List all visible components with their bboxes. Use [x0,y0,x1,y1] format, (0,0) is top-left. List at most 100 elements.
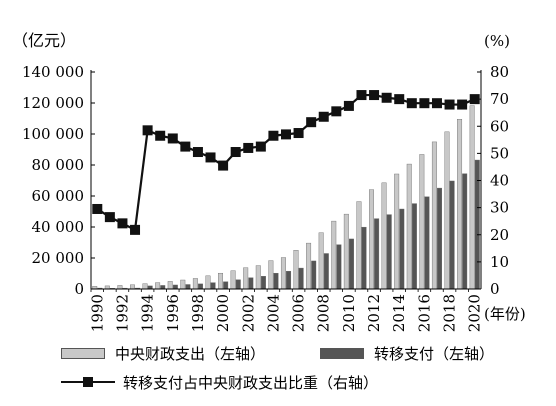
bar-transfer-payment-2004 [273,272,279,290]
point-transfer-share-2015 [406,98,417,109]
bar-transfer-payment-1998 [198,283,203,290]
bar-transfer-payment-2010 [349,238,354,290]
x-tick-label: 2002 [239,294,257,332]
bar-central-expenditure-2013 [381,182,387,290]
bar-central-expenditure-2015 [406,163,412,290]
bar-transfer-payment-2015 [411,203,417,290]
point-transfer-share-2020 [469,94,480,105]
bar-transfer-payment-2009 [336,244,342,290]
bar-central-expenditure-2001 [230,270,236,290]
right-tick-label: 60 [490,117,509,135]
bar-central-expenditure-2006 [293,250,299,290]
bar-central-expenditure-2012 [369,189,374,290]
bar-transfer-payment-2014 [399,208,405,290]
x-tick-label: 2008 [315,294,333,332]
right-tick-label: 30 [490,199,509,217]
left-tick-label: 0 [74,280,84,298]
bar-transfer-payment-2003 [260,276,266,290]
bar-central-expenditure-2008 [318,232,324,290]
right-tick-label: 10 [490,253,509,271]
point-transfer-share-2006 [293,128,304,139]
x-tick-label: 1994 [139,294,157,332]
bar-transfer-payment-1999 [210,282,216,290]
point-transfer-share-2013 [381,92,392,103]
left-axis-unit: （亿元） [12,31,76,50]
left-tick-label: 80 000 [32,156,85,174]
right-tick-label: 70 [490,90,509,108]
point-transfer-share-2004 [268,130,279,141]
bar-transfer-payment-2002 [248,277,254,290]
x-tick-label: 2020 [466,294,484,332]
point-transfer-share-1992 [117,218,128,229]
left-tick-label: 20 000 [32,249,85,267]
bar-transfer-payment-1996 [172,284,178,290]
bar-transfer-payment-2017 [437,187,442,290]
bar-central-expenditure-1996 [167,281,173,290]
point-transfer-share-2008 [318,111,329,122]
point-transfer-share-2017 [431,98,442,109]
x-tick-label: 1990 [88,294,106,332]
bar-central-expenditure-1993 [129,284,135,290]
point-transfer-share-2002 [243,142,254,153]
bar-central-expenditure-1995 [155,282,161,290]
left-tick-label: 140 000 [22,63,84,81]
bar-central-expenditure-2003 [255,265,261,290]
bar-transfer-payment-2018 [449,180,455,290]
x-tick-label: 2010 [340,294,358,332]
point-transfer-share-2010 [343,100,354,111]
bar-central-expenditure-1994 [142,283,148,290]
x-tick-label: 2000 [214,294,232,332]
right-tick-label: 80 [490,63,509,81]
x-tick-label: 2014 [390,294,408,332]
right-tick-label: 20 [490,226,509,244]
bar-central-expenditure-1992 [117,285,123,290]
x-tick-label: 2004 [264,294,282,332]
bar-central-expenditure-1998 [192,278,198,290]
point-transfer-share-2001 [230,147,241,158]
bar-transfer-payment-1995 [160,285,166,290]
right-tick-label: 40 [490,172,509,190]
point-transfer-share-1997 [180,141,191,152]
bar-transfer-payment-2016 [424,196,430,290]
x-tick-label: 1992 [113,294,131,332]
point-transfer-share-2014 [394,94,405,105]
x-axis-unit: (年份) [484,305,526,323]
point-transfer-share-1994 [142,125,153,136]
x-tick-label: 2016 [415,294,433,332]
right-axis-unit: (%) [484,32,510,50]
bar-central-expenditure-2007 [306,242,312,290]
point-transfer-share-2005 [281,129,291,140]
point-transfer-share-1999 [205,152,216,163]
bar-central-expenditure-1999 [205,275,211,290]
right-tick-label: 0 [490,280,500,298]
bar-central-expenditure-2005 [280,257,286,290]
x-tick-label: 1998 [189,294,207,332]
left-tick-label: 60 000 [32,187,85,205]
point-transfer-share-1993 [130,224,141,235]
point-transfer-share-2012 [369,90,380,101]
left-tick-label: 120 000 [22,94,84,112]
point-transfer-share-2016 [419,98,430,109]
bar-transfer-payment-2020 [474,159,480,290]
point-transfer-share-1995 [155,130,166,141]
x-tick-label: 2012 [365,294,383,332]
x-tick-label: 2018 [441,294,459,332]
bar-central-expenditure-2009 [331,220,337,290]
point-transfer-share-2011 [356,90,367,101]
bar-transfer-payment-2005 [286,270,292,290]
point-transfer-share-2000 [218,160,229,171]
point-transfer-share-2003 [255,141,266,152]
bar-central-expenditure-2014 [394,173,400,290]
right-tick-label: 50 [490,144,509,162]
bar-central-expenditure-1997 [180,279,186,290]
bar-central-expenditure-2002 [243,267,249,290]
bar-transfer-payment-2011 [361,226,367,290]
bar-central-expenditure-2010 [343,213,349,290]
bar-transfer-payment-2000 [223,281,229,290]
bar-transfer-payment-2007 [311,260,317,290]
point-transfer-share-2019 [457,99,468,110]
bar-transfer-payment-2006 [298,267,304,290]
point-transfer-share-1990 [92,203,103,214]
point-transfer-share-2018 [444,99,455,110]
